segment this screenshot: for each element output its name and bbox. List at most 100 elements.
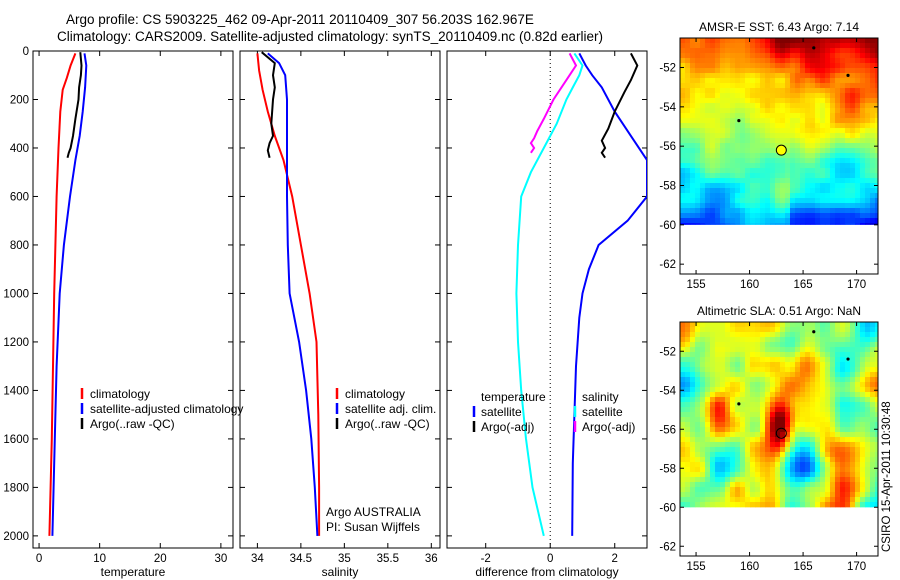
map-cell [815,103,821,109]
map-cell [845,133,851,139]
map-cell [875,218,878,224]
map-cell [875,58,878,64]
map-cell [815,213,821,219]
map-cell [715,482,721,488]
map-cell [760,98,766,104]
map-cell [755,462,761,468]
map-cell [685,48,691,54]
map-cell [690,357,696,363]
map-cell [730,437,736,443]
map-cell [870,422,876,428]
map-cell [790,472,796,478]
map-cell [760,93,766,99]
map-cell [680,447,686,453]
map-cell [860,183,866,189]
map-cell [695,103,701,109]
map-cell [750,83,756,89]
map-cell [690,213,696,219]
map-cell [765,352,771,358]
map-cell [825,128,831,134]
map-cell [755,138,761,144]
map-cell [815,387,821,393]
map-cell [785,452,791,458]
map-cell [705,367,711,373]
map-cell [790,442,796,448]
map-cell [740,382,746,388]
map-cell [805,208,811,214]
map-cell [875,88,878,94]
map-cell [735,447,741,453]
map-cell [710,83,716,89]
map-cell [875,123,878,129]
map-cell [835,68,841,74]
map-cell [680,402,686,408]
map-cell [830,193,836,199]
map-cell [720,332,726,338]
map-cell [825,492,831,498]
map-cell [740,203,746,209]
map-cell [815,153,821,159]
map-cell [810,138,816,144]
map-cell [865,367,871,373]
map-cell [825,412,831,418]
map-cell [765,417,771,423]
map-cell [810,63,816,69]
map-cell [710,68,716,74]
map-cell [710,153,716,159]
map-cell [865,402,871,408]
map-cell [845,367,851,373]
map-cell [800,163,806,169]
map-cell [825,38,831,44]
map-cell [785,487,791,493]
map-cell [825,427,831,433]
map-cell [840,148,846,154]
map-cell [680,477,686,483]
map-cell [805,387,811,393]
map-cell [715,347,721,353]
map-cell [785,73,791,79]
map-cell [785,387,791,393]
map-cell [740,392,746,398]
map-cell [790,83,796,89]
map-cell [725,63,731,69]
map-cell [830,392,836,398]
map-cell [800,168,806,174]
map-cell [855,93,861,99]
map-cell [835,73,841,79]
map-cell [700,178,706,184]
map-cell [835,342,841,348]
map-cell [785,103,791,109]
map-cell [715,73,721,79]
map-cell [795,352,801,358]
map-cell [830,58,836,64]
map-cell [785,143,791,149]
map-cell [820,168,826,174]
profile-panel-2: 34 34.5 35 35.5 36salinityclimatologysatelli… [239,50,441,579]
map-cell [700,472,706,478]
map-cell [835,93,841,99]
map-cell [715,447,721,453]
map-cell [740,103,746,109]
map-cell [735,332,741,338]
map-cell [790,352,796,358]
map-cell [765,213,771,219]
map-cell [705,158,711,164]
map-cell [735,322,741,328]
map-cell [785,68,791,74]
map-cell [725,108,731,114]
map-cell [690,382,696,388]
map-cell [780,178,786,184]
map-cell [805,422,811,428]
map-cell [820,417,826,423]
map-cell [830,357,836,363]
map-cell [845,148,851,154]
map-cell [875,442,878,448]
map-cell [795,362,801,368]
map-cell [840,377,846,383]
map-cell [790,337,796,343]
map-cell [835,198,841,204]
map-cell [770,382,776,388]
map-cell [740,332,746,338]
map-cell [870,327,876,333]
map-cell [860,462,866,468]
